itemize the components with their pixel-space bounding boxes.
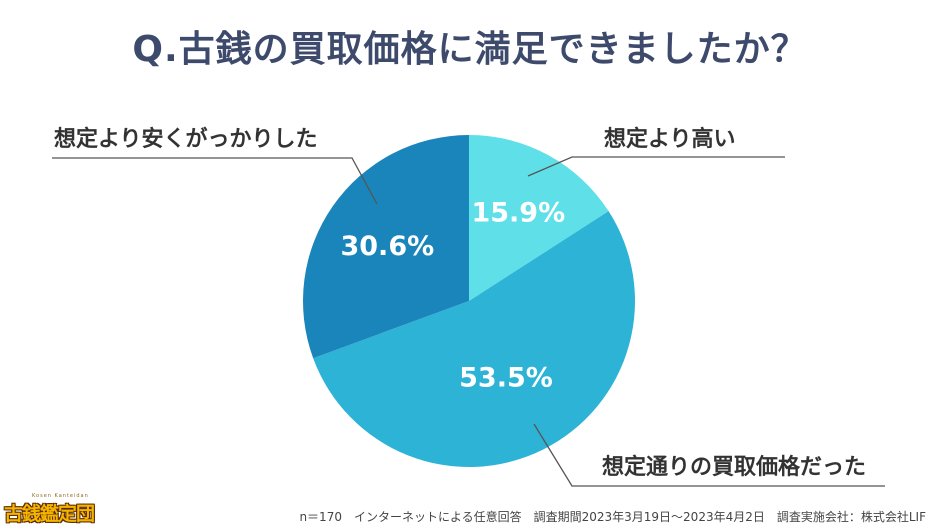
value-label-slice-as-expected: 53.5%	[459, 362, 553, 393]
logo: Kosen Kanteidan 古銭鑑定団	[4, 493, 108, 527]
survey-footnote: n＝170 インターネットによる任意回答 調査期間2023年3月19日～2023…	[299, 510, 926, 524]
pie-slice-lower	[302, 134, 469, 359]
category-label-slice-as-expected: 想定通りの買取価格だった	[602, 454, 866, 480]
leader-line-slice-as-expected	[533, 423, 885, 487]
logo-subtext: Kosen Kanteidan	[32, 493, 89, 499]
chart-title: Q.古銭の買取価格に満足できましたか？	[132, 29, 808, 70]
leader-line-slice-lower	[52, 157, 378, 205]
category-label-slice-higher: 想定より高い	[604, 126, 736, 152]
logo-text: 古銭鑑定団	[4, 503, 95, 525]
pie-slice-as-expected	[313, 211, 635, 467]
category-label-slice-lower: 想定より安くがっかりした	[54, 126, 318, 152]
leader-line-slice-higher	[527, 156, 785, 177]
value-label-slice-lower: 30.6%	[340, 231, 434, 262]
value-label-slice-higher: 15.9%	[471, 198, 565, 229]
pie-slice-higher	[469, 135, 609, 301]
